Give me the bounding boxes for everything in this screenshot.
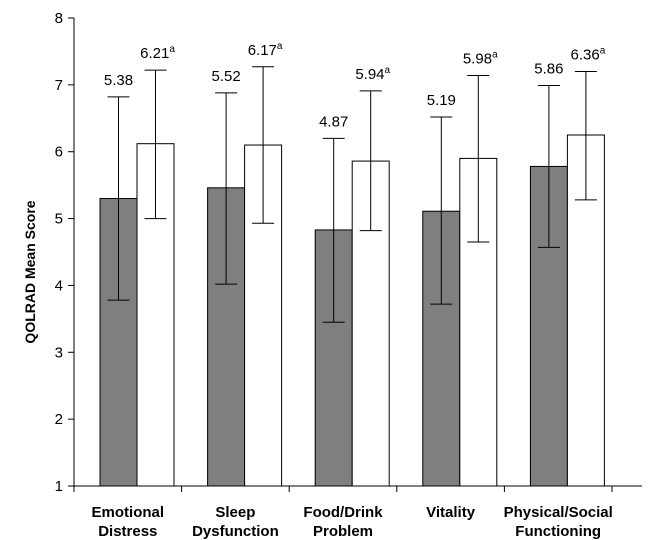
- data-label: 5.98a: [463, 49, 498, 67]
- error-bar: [144, 69, 167, 220]
- y-axis-label: QOLRAD Mean Score: [22, 200, 38, 343]
- category-labels: Emotional Distress Sleep Dysfunction Food/Dr…: [92, 504, 613, 540]
- data-label: 5.38: [104, 72, 133, 89]
- error-bar: [537, 85, 560, 248]
- y-tick-label: 1: [55, 478, 63, 495]
- data-label: 5.19: [427, 92, 456, 109]
- y-tick-label: 7: [55, 77, 63, 94]
- data-label: 5.52: [211, 68, 240, 85]
- y-tick-label: 4: [55, 277, 63, 294]
- error-bar: [359, 90, 382, 232]
- data-label: 5.86: [534, 61, 563, 78]
- data-label: 5.94a: [355, 65, 390, 83]
- category-label: Physical/Social Functioning: [504, 504, 613, 540]
- error-bar: [430, 116, 453, 305]
- y-tick-label: 8: [55, 10, 63, 27]
- error-bar: [574, 70, 597, 201]
- category-label: Sleep Dysfunction: [192, 504, 279, 540]
- data-label: 4.87: [319, 113, 348, 130]
- data-label: 6.21a: [140, 44, 175, 62]
- error-bar: [107, 96, 130, 301]
- data-label: 6.17a: [248, 41, 283, 59]
- y-tick-label: 3: [55, 344, 63, 361]
- category-label: Vitality: [426, 504, 476, 521]
- error-bars: [107, 66, 597, 323]
- data-label: 6.36a: [571, 45, 606, 63]
- y-tick-label: 6: [55, 144, 63, 161]
- y-tick-label: 5: [55, 211, 63, 228]
- error-bar: [322, 137, 345, 323]
- error-bar: [215, 92, 238, 285]
- data-labels: 5.38 5.52 4.87 5.19 5.86 6.21a 6.17a 5.94a 5.98a…: [104, 41, 606, 131]
- category-label: Emotional Distress: [92, 504, 165, 540]
- bar: [99, 198, 138, 487]
- error-bar: [467, 74, 490, 243]
- bars: [99, 134, 605, 487]
- y-tick-label: 2: [55, 411, 63, 428]
- error-bar: [252, 66, 275, 224]
- category-label: Food/Drink Problem: [303, 504, 383, 540]
